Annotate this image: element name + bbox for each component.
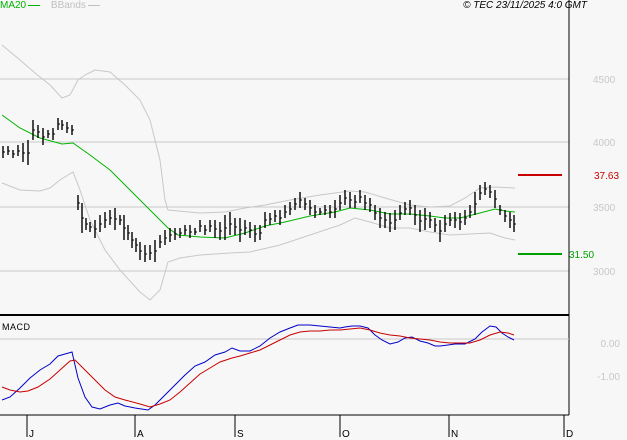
month-label: A — [137, 429, 144, 440]
price-tick-label: 3500 — [593, 203, 616, 214]
resistance-label: 37.63 — [594, 171, 619, 182]
month-label: S — [237, 429, 244, 440]
bbands-swatch — [87, 4, 100, 6]
price-axis: 4500 4000 3500 3000 — [593, 75, 616, 278]
legend-ma20: MA20 — [0, 0, 41, 11]
month-label: N — [451, 429, 458, 440]
month-label: J — [29, 429, 34, 440]
bbands-upper-line — [1, 44, 516, 214]
price-tick-label: 4500 — [593, 75, 616, 86]
month-label: D — [566, 429, 573, 440]
chart-legend: MA20 BBands — [0, 0, 100, 12]
macd-panel-label: MACD — [2, 322, 31, 332]
price-gridlines — [0, 78, 569, 272]
bbands-lower-line — [1, 171, 516, 301]
support-label: 31.50 — [569, 250, 594, 261]
price-tick-label: 3000 — [593, 267, 616, 278]
macd-line — [1, 324, 515, 411]
macd-tick-label: 0.00 — [601, 339, 621, 350]
ma20-swatch — [28, 4, 41, 6]
copyright-timestamp: © TEC 23/11/2025 4:0 GMT — [463, 0, 587, 11]
macd-tick-label: -1.00 — [597, 372, 620, 383]
ma20-line — [1, 114, 516, 239]
price-bars — [2, 118, 516, 262]
macd-signal-line — [1, 327, 515, 408]
price-tick-label: 4000 — [593, 138, 616, 149]
macd-axis: 0.00 -1.00 — [597, 339, 620, 383]
month-label: O — [342, 429, 350, 440]
legend-bbands: BBands — [51, 0, 100, 11]
